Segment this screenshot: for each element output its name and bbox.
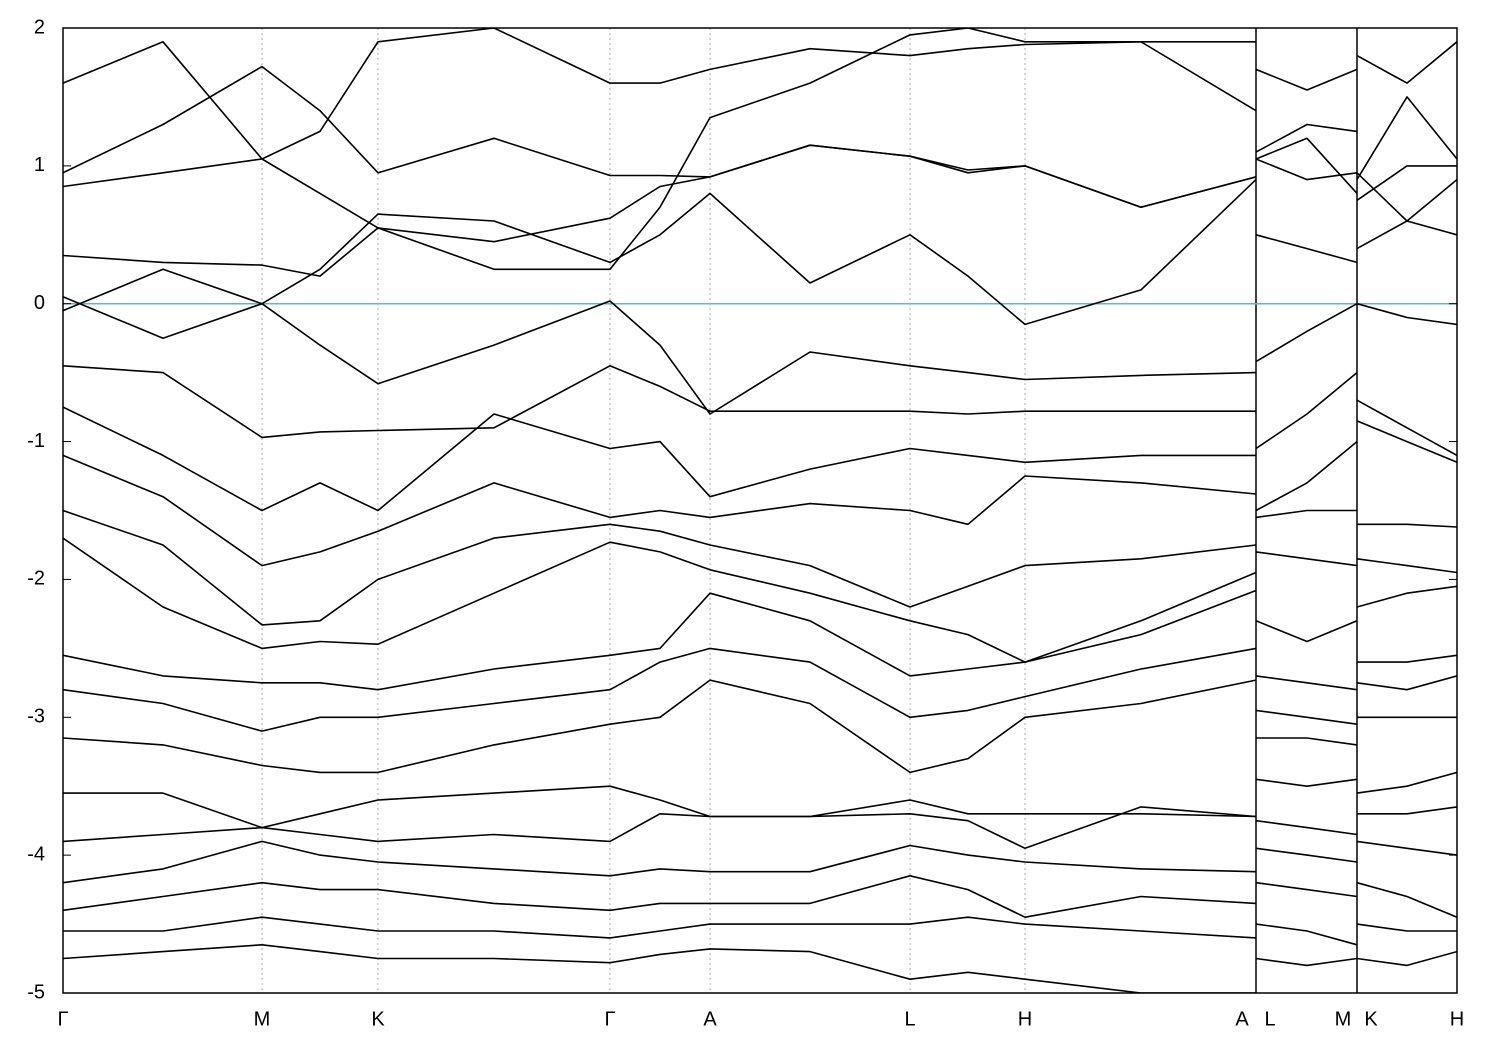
band-line — [63, 137, 1457, 243]
band-line — [63, 65, 1457, 208]
x-tick-label: A — [703, 1008, 717, 1030]
band-line — [63, 454, 1457, 567]
y-tick-label: 2 — [34, 16, 45, 38]
y-tick-label: -2 — [27, 568, 45, 590]
x-tick-label: L — [904, 1008, 915, 1030]
y-tick-label: -4 — [27, 843, 45, 865]
x-tick-label: H — [1018, 1008, 1032, 1030]
band-line — [63, 28, 1457, 160]
band-line — [63, 509, 1457, 626]
band-line — [63, 875, 1457, 918]
y-tick-label: 1 — [34, 154, 45, 176]
band-line — [63, 944, 1457, 993]
x-tick-label: M — [1335, 1008, 1352, 1030]
band-line — [63, 537, 1457, 663]
bands — [63, 28, 1457, 993]
y-tick-label: 0 — [34, 292, 45, 314]
band-line — [63, 806, 1457, 850]
band-line — [63, 647, 1457, 732]
band-line — [63, 296, 1457, 415]
band-line — [63, 840, 1457, 884]
x-tick-label: Γ — [57, 1008, 68, 1030]
x-tick-label: L — [1264, 1008, 1275, 1030]
y-tick-label: -3 — [27, 706, 45, 728]
band-line — [63, 916, 1457, 946]
band-line — [63, 365, 1457, 457]
band-line — [63, 679, 1457, 774]
y-tick-label: -1 — [27, 430, 45, 452]
x-tick-label: Γ — [604, 1008, 615, 1030]
x-tick-label: H — [1450, 1008, 1464, 1030]
ticks: 210-1-2-3-4-5Γ M K Γ A L H A L M K H — [27, 16, 1464, 1030]
y-tick-label: -5 — [27, 981, 45, 1003]
x-tick-label: K — [371, 1008, 385, 1030]
plot-frame — [62, 27, 1458, 994]
band-line — [63, 179, 1457, 326]
band-line — [63, 406, 1457, 512]
x-tick-label: A — [1235, 1008, 1249, 1030]
x-tick-label: K — [1364, 1008, 1378, 1030]
x-tick-label: M — [254, 1008, 271, 1030]
band-line — [63, 771, 1457, 829]
band-line — [63, 589, 1457, 691]
